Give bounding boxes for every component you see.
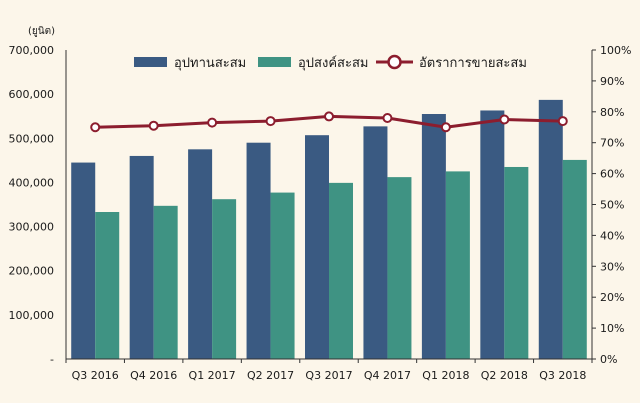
bar-supply [71,162,96,359]
y-right-tick-label: 20% [600,291,624,304]
bar-supply [480,110,505,360]
bar-supply [538,99,563,359]
bar-demand [387,177,412,359]
x-tick-label: Q2 2017 [247,369,294,382]
y-right-tick-label: 30% [600,260,624,273]
axes: - 100,000 200,000 300,000 400,000 500,000 600,… [9,44,632,382]
y-right-tick-label: 40% [600,229,624,242]
y-right-tick-label: 60% [600,168,624,181]
sales-rate-point [382,112,393,123]
sales-rate-point [90,122,101,133]
legend-swatch-supply [134,57,167,67]
y-right-tick-label: 10% [600,322,624,335]
bar-supply [246,142,271,359]
y-left-tick-label: 600,000 [9,88,55,101]
sales-rate-point [265,116,276,127]
y-left-unit-label: (ยูนิต) [28,26,55,37]
sales-rate-line [90,111,568,133]
bars [71,99,587,360]
x-tick-label: Q4 2017 [364,369,411,382]
bar-demand [562,159,587,359]
y-left-tick-label: 200,000 [9,265,55,278]
y-right-tick-label: 80% [600,106,624,119]
bar-supply [305,135,329,359]
bar-demand [445,171,470,359]
y-left-tick-label: 500,000 [9,132,55,145]
sales-rate-point [557,116,568,127]
y-right-tick-label: 100% [600,44,631,57]
bar-demand [212,199,237,359]
bar-supply [129,155,154,359]
sales-rate-point [148,120,159,131]
sales-rate-point [207,117,218,128]
x-tick-label: Q4 2016 [130,369,177,382]
sales-rate-point [324,111,334,122]
y-right-tick-label: 0% [600,353,617,366]
sales-rate-point [440,122,451,133]
y-left-tick-label: 100,000 [9,309,55,322]
y-right-tick-label: 90% [600,75,624,88]
bar-supply [188,149,213,359]
bar-demand [153,205,178,359]
legend-label: อัตราการขายสะสม [419,56,527,71]
legend-label: อุปทานสะสม [174,56,246,71]
legend-label: อุปสงค์สะสม [298,55,368,71]
bar-demand [95,212,120,359]
x-tick-label: Q1 2017 [189,369,236,382]
bar-demand [329,182,353,359]
bar-demand [270,192,295,359]
bar-supply [363,126,388,359]
y-left-tick-label: 700,000 [9,44,55,57]
y-right-tick-label: 70% [600,137,624,150]
bar-supply [421,114,446,359]
bar-demand [504,166,529,359]
y-left-tick-label: 400,000 [9,176,55,189]
x-tick-label: Q3 2018 [539,369,586,382]
x-tick-label: Q1 2018 [422,369,469,382]
legend: อุปทานสะสม อุปสงค์สะสม อัตราการขายสะสม [134,54,527,71]
x-tick-label: Q3 2016 [72,369,119,382]
x-tick-label: Q2 2018 [481,369,528,382]
y-left-tick-label: 300,000 [9,221,55,234]
legend-marker-sales-rate [387,54,402,70]
x-tick-label: Q3 2017 [305,369,352,382]
y-left-tick-label: - [50,353,54,366]
legend-swatch-demand [258,57,291,67]
y-right-tick-label: 50% [600,199,624,212]
sales-rate-point [499,114,510,125]
